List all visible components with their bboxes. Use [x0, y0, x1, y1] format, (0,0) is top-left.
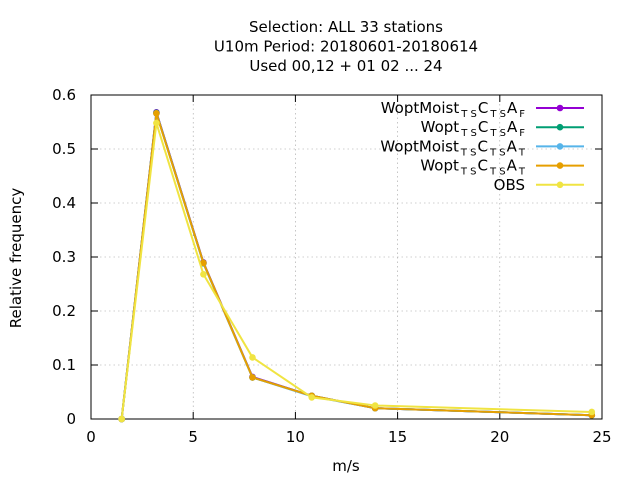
series-4-line: [120, 112, 592, 420]
legend-marker-2: [556, 123, 564, 131]
x-tick-label-0: 0: [86, 428, 96, 446]
legend-2-base: Wopt: [421, 118, 460, 136]
y-tick-label-1: 0.1: [52, 356, 76, 374]
title-line-1: Selection: ALL 33 stations: [249, 18, 443, 36]
series-5-point-3: [200, 270, 207, 278]
legend-2-mid2: A: [507, 118, 518, 136]
axes: [90, 94, 603, 420]
series-5-point-4: [249, 354, 256, 361]
y-tick-label-4: 0.4: [52, 194, 76, 212]
legend-1-sub3: F: [519, 109, 525, 120]
y-tick-label-3: 0.3: [52, 248, 76, 266]
legend-item-4: Wopt T SC T SA T: [420, 157, 584, 178]
x-tick-label-25: 25: [592, 428, 611, 446]
legend-4-sub1: T S: [460, 167, 477, 178]
legend-2-sub3: F: [519, 128, 525, 139]
series-5-point-2: [153, 119, 160, 127]
legend-1-mid2: A: [507, 99, 518, 117]
legend-1-mid: C: [478, 99, 488, 117]
series-5-point-1: [118, 415, 125, 423]
legend-label-4: Wopt T SC T SA T: [420, 157, 526, 178]
x-tick-label-20: 20: [490, 428, 509, 446]
legend-label-2: Wopt T SC T SA F: [421, 118, 526, 139]
legend-marker-3: [556, 143, 564, 150]
legend-2-sub2: T S: [489, 128, 506, 139]
series-4-point-2: [153, 110, 160, 117]
y-tick-label-5: 0.5: [52, 140, 76, 158]
legend-2-sub1: T S: [460, 128, 477, 139]
legend-1-sub2: T S: [489, 109, 506, 120]
legend-5-base: OBS: [494, 176, 525, 194]
legend-3-sub2: T S: [489, 147, 506, 158]
legend-3-base: WoptMoist: [380, 137, 459, 155]
legend-3-mid: C: [478, 137, 488, 155]
y-tick-label-6: 0.6: [52, 86, 76, 104]
x-tick-labels: 0 5 10 15 20 25: [86, 428, 611, 446]
y-tick-label-0: 0: [66, 410, 76, 428]
legend-marker-5: [556, 181, 564, 189]
y-tick-labels: 0 0.1 0.2 0.3 0.4 0.5 0.6: [52, 86, 76, 428]
legend-4-mid: C: [478, 157, 488, 175]
series-3-line: [120, 112, 592, 420]
legend-3-mid2: A: [507, 137, 518, 155]
legend-label-3: WoptMoist T SC T SA T: [380, 137, 526, 158]
legend-item-1: WoptMoist T SC T SA F: [381, 99, 584, 120]
series-4-point-3: [200, 259, 207, 267]
legend-marker-1: [556, 104, 564, 112]
legend-label-1: WoptMoist T SC T SA F: [381, 99, 526, 120]
title-line-2: U10m Period: 20180601-20180614: [214, 38, 478, 56]
legend-1-base: WoptMoist: [381, 99, 460, 117]
legend-3-sub1: T S: [460, 147, 477, 158]
series-5-point-6: [371, 402, 379, 409]
title-line-3: Used 00,12 + 01 02 ... 24: [249, 57, 442, 75]
grid: [91, 95, 602, 419]
legend-item-3: WoptMoist T SC T SA T: [380, 137, 584, 158]
legend-2-mid: C: [478, 118, 488, 136]
legend-item-2: Wopt T SC T SA F: [421, 118, 584, 139]
series-4-point-4: [249, 374, 256, 381]
legend-marker-4: [556, 162, 564, 169]
x-axis-label: m/s: [332, 457, 360, 475]
legend-4-mid2: A: [507, 157, 518, 175]
series-5: [118, 119, 596, 423]
y-tick-label-2: 0.2: [52, 302, 76, 320]
series-5-point-7: [588, 408, 596, 416]
legend-3-sub3: T: [518, 147, 526, 158]
legend-4-sub3: T: [518, 167, 526, 178]
series-5-point-5: [308, 394, 316, 401]
x-tick-label-10: 10: [286, 428, 305, 446]
x-tick-label-5: 5: [188, 428, 198, 446]
legend-1-sub1: T S: [460, 109, 477, 120]
series: [118, 108, 596, 423]
series-2-line: [120, 111, 592, 420]
legend-4-base: Wopt: [420, 157, 459, 175]
legend-item-5: OBS: [494, 176, 584, 194]
x-tick-label-15: 15: [388, 428, 407, 446]
legend-label-5: OBS: [494, 176, 525, 194]
legend-4-sub2: T S: [489, 167, 506, 178]
chart-title: Selection: ALL 33 stations U10m Period: 2…: [214, 18, 478, 75]
y-axis-label: Relative frequency: [7, 188, 25, 329]
